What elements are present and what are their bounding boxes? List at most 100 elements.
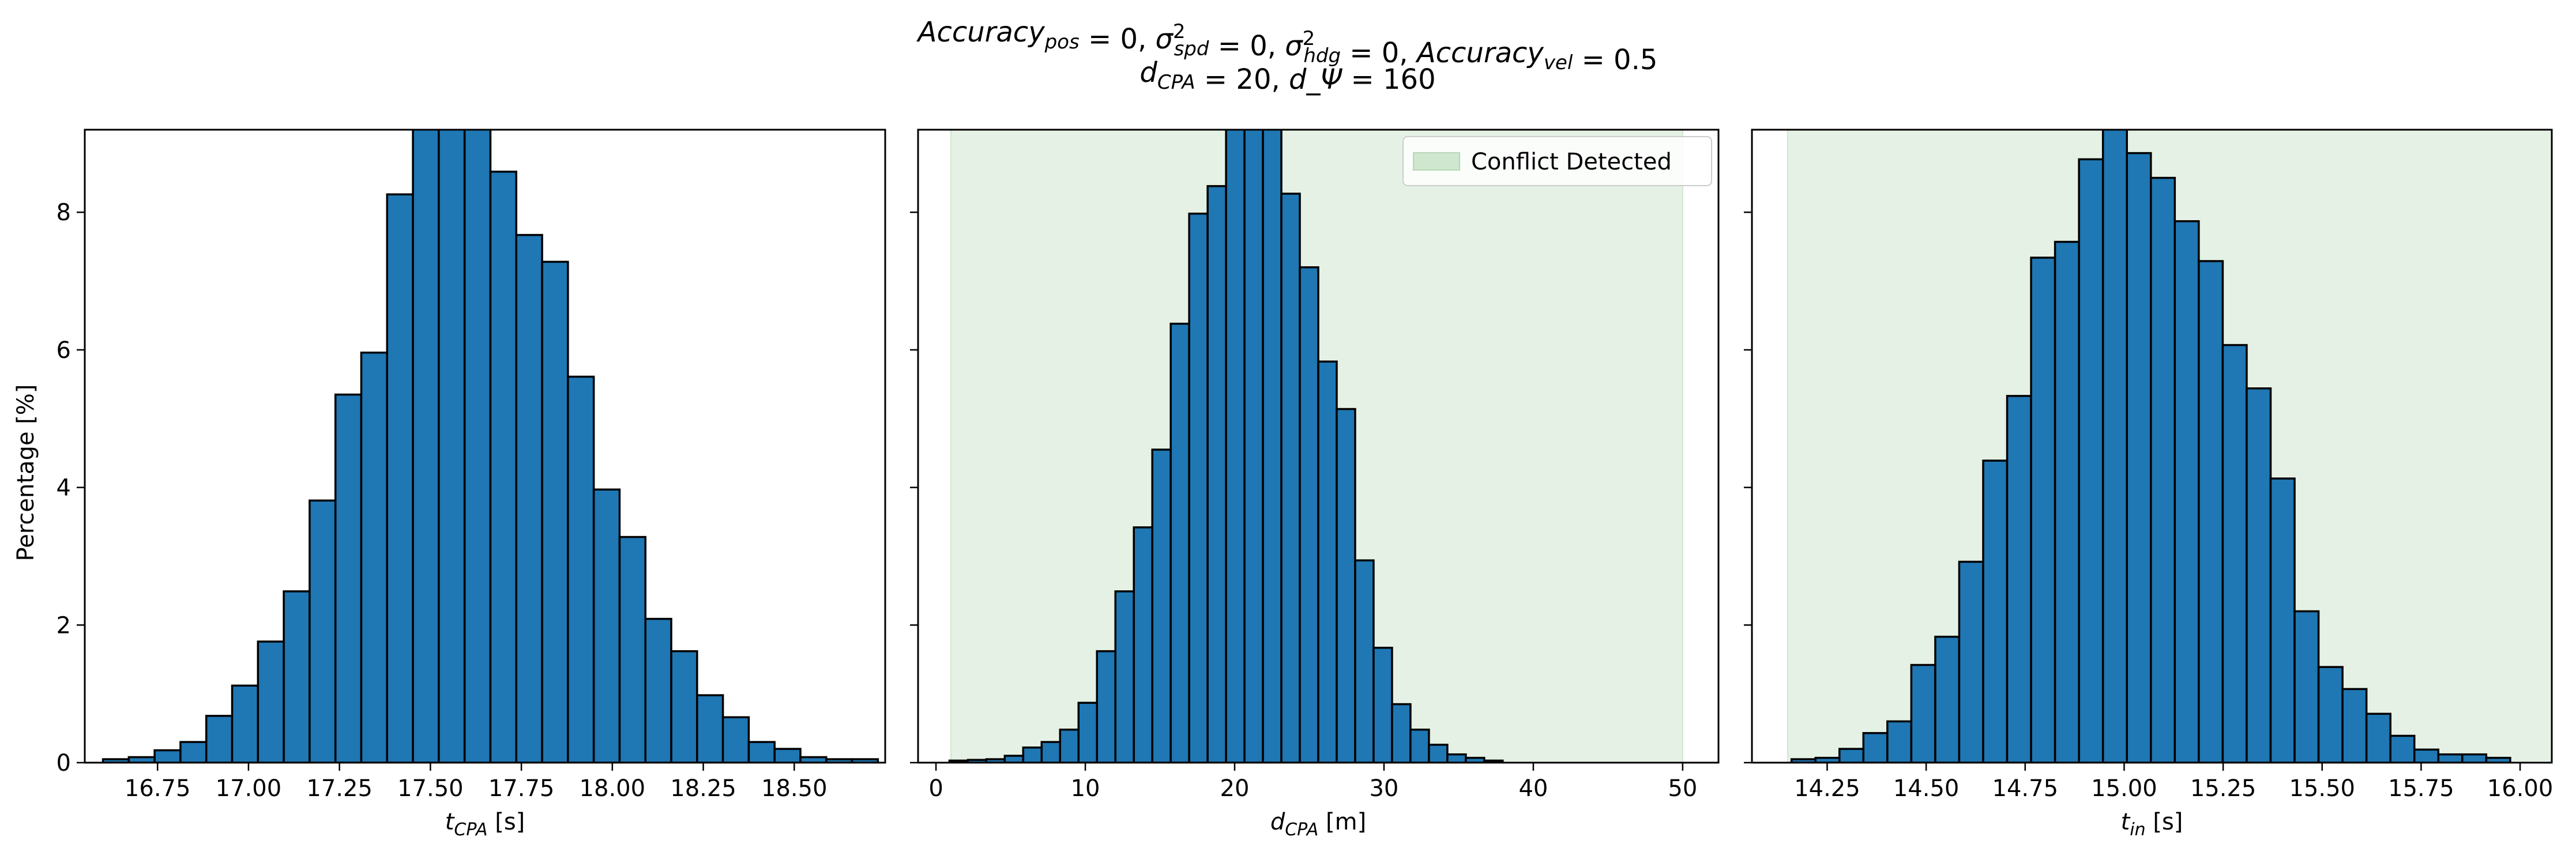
histogram-bar: [1077, 702, 1098, 763]
histogram-bar: [2437, 753, 2464, 763]
x-tick-label: 14.25: [1794, 775, 1860, 802]
x-tick-label: 15.75: [2388, 775, 2454, 802]
histogram-bar: [2126, 152, 2152, 763]
histogram-bar: [2317, 666, 2344, 763]
histogram-bar: [747, 741, 776, 763]
histogram-bar: [1934, 635, 1961, 763]
histogram-bar: [1096, 650, 1116, 763]
x-tick-label: 0: [928, 775, 943, 802]
histogram-bar: [1336, 408, 1356, 763]
x-tick-label: 15.00: [2091, 775, 2157, 802]
axes-frame: [84, 129, 886, 764]
histogram-bar: [1299, 266, 1319, 763]
axes-frame: [1751, 129, 2553, 764]
histogram-bar: [2198, 260, 2224, 763]
histogram-bar: [2293, 610, 2320, 763]
x-tick-label: 17.25: [306, 775, 373, 802]
histogram-bar: [644, 617, 672, 763]
histogram-bar: [1982, 459, 2009, 763]
x-tick-label: 50: [1668, 775, 1697, 802]
histogram-bar: [1243, 130, 1264, 763]
histogram-bar: [309, 499, 337, 763]
figure-title-line-2: dCPA = 20, d_Ψ = 160: [1140, 56, 1435, 96]
x-tick-label: 15.50: [2289, 775, 2355, 802]
axes-frame: [917, 129, 1720, 764]
panel-dcpa-histogram: 0 10 20 30 40 50 dCPA [m] Conflict Detected: [910, 129, 1720, 840]
histogram-bar: [283, 590, 311, 763]
histogram-bar: [1862, 732, 1889, 763]
histogram-bar: [231, 684, 260, 763]
histogram-bar: [1151, 448, 1172, 763]
histogram-bar: [1317, 360, 1338, 763]
histogram-bar: [2461, 753, 2488, 763]
histogram-bar: [489, 171, 518, 763]
histogram-bar: [1114, 590, 1135, 763]
histogram-bar: [696, 694, 724, 763]
histogram-bar: [2150, 176, 2176, 763]
histogram-bar: [2101, 130, 2128, 763]
histogram-bar: [2365, 712, 2391, 763]
histogram-bar: [721, 716, 750, 763]
histogram-bar: [2006, 395, 2032, 763]
legend-label: Conflict Detected: [1471, 149, 1672, 175]
histogram-bar: [2078, 158, 2104, 763]
x-tick-label: 20: [1220, 775, 1250, 802]
histogram-bar: [773, 748, 802, 763]
histogram-bar: [1133, 526, 1153, 763]
x-tick-label: 15.25: [2190, 775, 2257, 802]
histogram-bar: [1446, 753, 1467, 763]
x-tick-label: 18.00: [580, 775, 646, 802]
panel-tcpa-histogram: 16.75 17.00 17.25 17.50 17.75 18.00 18.25 18.50…: [57, 129, 886, 840]
histogram-bar: [2413, 748, 2440, 763]
histogram-bar: [1409, 728, 1430, 763]
histogram-bar: [1958, 560, 1984, 763]
histogram-bar: [153, 749, 182, 763]
histogram-bar: [2341, 688, 2368, 763]
histogram-bar: [1354, 559, 1375, 763]
histogram-bar: [1428, 744, 1449, 763]
y-tick-label: 4: [57, 475, 71, 502]
panel-tin-histogram: 14.25 14.50 14.75 15.00 15.25 15.50 15.75 16.00…: [1744, 129, 2554, 840]
x-tick-label: 18.50: [761, 775, 828, 802]
x-tick-label: 17.50: [397, 775, 464, 802]
figure-title-line-1: Accuracypos = 0, σ2 spd = 0, σ2 hdg = 0, A…: [916, 16, 1658, 76]
histogram-bar: [2054, 240, 2080, 763]
histogram-bar: [257, 640, 285, 763]
histogram-bar: [412, 130, 440, 763]
histogram-bar: [179, 741, 208, 763]
histogram-bar: [1280, 193, 1301, 763]
histogram-bar: [618, 536, 646, 763]
histogram-bar: [360, 351, 389, 763]
x-tick-label: 16.00: [2487, 775, 2554, 802]
histogram-bar: [1886, 720, 1913, 763]
histogram-bar: [1391, 703, 1412, 763]
y-axis-label: Percentage [%]: [13, 384, 39, 561]
x-tick-label: 17.00: [216, 775, 282, 802]
histogram-bar: [438, 130, 466, 763]
x-tick-label: 16.75: [125, 775, 191, 802]
y-tick-label: 2: [57, 612, 71, 639]
legend: Conflict Detected: [1402, 136, 1712, 186]
histogram-bar: [386, 193, 414, 763]
x-tick-label: 14.75: [1992, 775, 2059, 802]
x-axis-label: dCPA [m]: [1270, 809, 1366, 840]
histogram-bar: [1169, 322, 1190, 763]
x-tick-label: 10: [1071, 775, 1100, 802]
x-axis-label: tCPA [s]: [445, 809, 525, 840]
histogram-bar: [2221, 344, 2248, 763]
histogram-bar: [1059, 728, 1080, 763]
x-axis-label: tin [s]: [2121, 809, 2183, 840]
histogram-bar: [2246, 387, 2272, 763]
histogram-bar: [1225, 130, 1246, 763]
histogram-bar: [2269, 477, 2296, 763]
histogram-bar: [1022, 746, 1043, 763]
histogram-bar: [1003, 755, 1025, 763]
x-tick-label: 17.75: [488, 775, 555, 802]
histogram-bar: [1188, 212, 1209, 763]
x-tick-label: 14.50: [1893, 775, 1960, 802]
histogram-bar: [205, 715, 234, 763]
legend-swatch: [1413, 152, 1460, 171]
histogram-bar: [567, 375, 595, 763]
histogram-bar: [1040, 741, 1062, 763]
histogram-bar: [463, 130, 492, 763]
